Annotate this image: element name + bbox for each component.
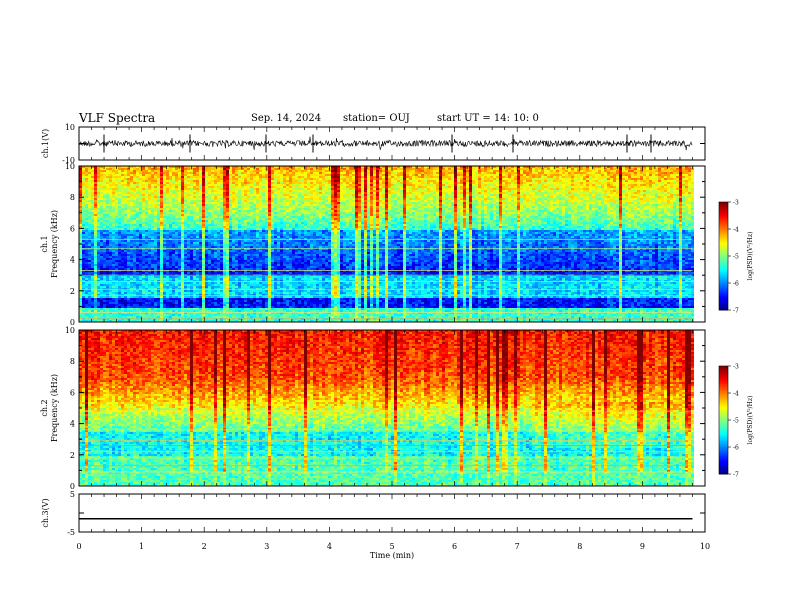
waveform-ch1-ylabel: ch.1(V) [41, 129, 50, 158]
waveform-ch3-ytick-label: -5 [67, 528, 75, 537]
waveform-ch1-ytick-label: 10 [65, 123, 75, 132]
spectrogram-ch1-ytick-label: 4 [70, 256, 75, 265]
colorbar-tick-label: -5 [733, 418, 739, 425]
colorbar-tick-label: -7 [733, 308, 739, 315]
spectrogram-ch2-ytick-label: 8 [70, 357, 75, 366]
x-tick-label: 3 [264, 542, 269, 551]
colorbar-label: log(PSD)(V²/Hz) [747, 396, 754, 445]
spectrogram-ch2-ylabel-frequency: Frequency (kHz) [50, 374, 59, 442]
spectrogram-ch1-ytick-label: 6 [70, 224, 75, 233]
colorbar-tick-label: -3 [733, 200, 739, 207]
spectrogram-ch2-ytick-label: 10 [65, 326, 75, 335]
spectrogram-ch1-ylabel-channel: ch.1 [40, 235, 49, 252]
x-tick-label: 6 [452, 542, 457, 551]
colorbar-tick-label: -5 [733, 254, 739, 261]
x-tick-label: 10 [700, 542, 710, 551]
x-axis-label: Time (min) [370, 551, 414, 560]
x-tick-label: 9 [640, 542, 645, 551]
x-tick-label: 5 [389, 542, 394, 551]
spectrogram-ch1-ytick-label: 10 [65, 162, 75, 171]
waveform-ch3-frame [79, 494, 705, 532]
x-tick-label: 2 [202, 542, 207, 551]
colorbar-tick-label: -4 [733, 227, 739, 234]
colorbar-label: log(PSD)(V²/Hz) [747, 232, 754, 281]
spectrogram-ch2-ytick-label: 2 [70, 451, 75, 460]
spectrogram-ch1-ytick-label: 2 [70, 287, 75, 296]
colorbar-tick-label: -6 [733, 445, 739, 452]
spectrogram-ch1-colorbar [719, 202, 728, 311]
colorbar-tick-label: -3 [733, 364, 739, 371]
x-tick-label: 0 [76, 542, 81, 551]
x-tick-label: 8 [577, 542, 582, 551]
spectrogram-ch1-ytick-label: 8 [70, 193, 75, 202]
colorbar-tick-label: -4 [733, 391, 739, 398]
x-tick-label: 7 [515, 542, 520, 551]
spectrogram-ch2-colorbar [719, 366, 728, 475]
spectrogram-ch2-ytick-label: 4 [70, 420, 75, 429]
spectrogram-ch2-ylabel-channel: ch.2 [40, 399, 49, 416]
spectrogram-ch2-ytick-label: 6 [70, 388, 75, 397]
x-tick-label: 4 [327, 542, 332, 551]
colorbar-tick-label: -7 [733, 472, 739, 479]
spectrogram-ch1-ylabel-frequency: Frequency (kHz) [50, 210, 59, 278]
waveform-ch3-ylabel: ch.3(V) [41, 498, 50, 527]
colorbar-tick-label: -6 [733, 281, 739, 288]
spectrogram-ch2-image [79, 330, 705, 486]
x-tick-label: 1 [139, 542, 144, 551]
spectrogram-ch1-image [79, 166, 705, 322]
waveform-ch3-ytick-label: 5 [70, 490, 75, 499]
